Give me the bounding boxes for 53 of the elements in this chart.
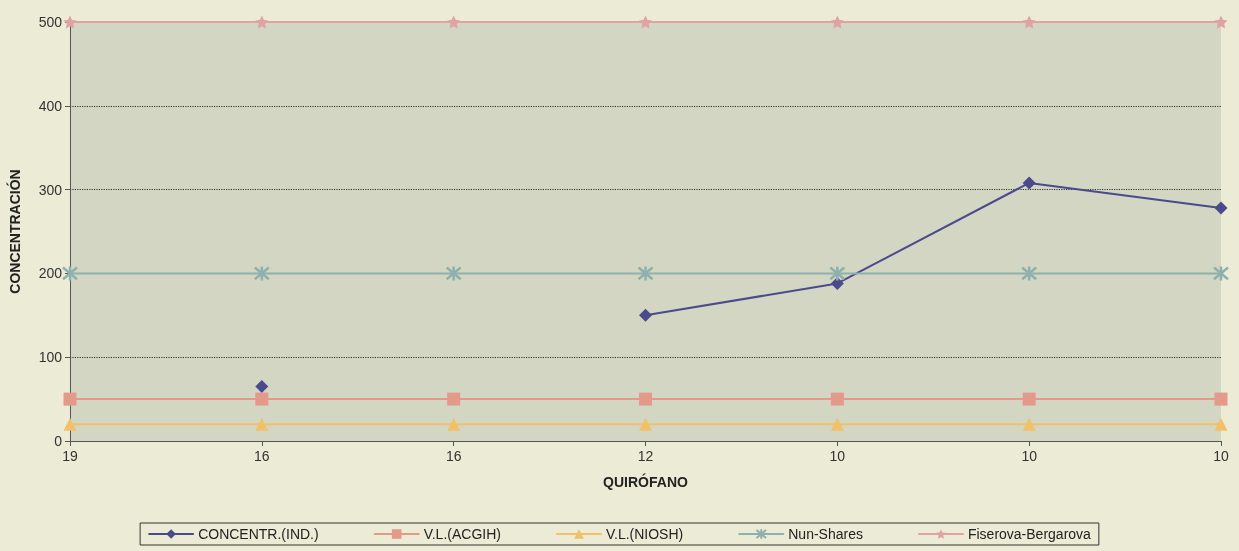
point <box>830 392 844 406</box>
point <box>1022 392 1036 406</box>
point <box>447 392 461 406</box>
x-tick-label: 16 <box>445 448 462 464</box>
point <box>1214 201 1228 215</box>
legend-label: Fiserova-Bergarova <box>967 526 1092 542</box>
point <box>1020 265 1038 282</box>
legend-label: CONCENTR.(IND.) <box>198 526 319 542</box>
point <box>1214 15 1228 29</box>
point <box>445 265 462 282</box>
point <box>639 308 652 322</box>
point <box>253 265 271 282</box>
point <box>447 15 461 29</box>
legend-label: V.L.(NIOSH) <box>605 526 684 542</box>
point <box>639 15 652 29</box>
point <box>1214 392 1228 406</box>
point <box>830 15 844 29</box>
point <box>1022 176 1036 190</box>
point <box>1212 265 1230 282</box>
x-axis-title: QUIRÓFANO <box>603 473 688 490</box>
x-tick-label: 19 <box>62 448 78 464</box>
x-tick-label: 16 <box>254 448 270 464</box>
legend-label: Nun-Shares <box>788 526 863 542</box>
y-tick-label: 100 <box>38 349 63 366</box>
point <box>63 392 77 406</box>
point <box>63 417 77 431</box>
point <box>830 417 844 431</box>
y-tick-label: 500 <box>38 14 63 30</box>
point <box>829 265 846 282</box>
point <box>1214 417 1228 431</box>
x-tick-label: 10 <box>1213 448 1229 464</box>
point <box>255 417 269 431</box>
point <box>1022 15 1036 29</box>
point <box>255 392 269 406</box>
x-tick-label: 10 <box>1021 448 1038 464</box>
y-tick-label: 300 <box>38 181 63 198</box>
y-tick-label: 400 <box>38 97 63 114</box>
point <box>63 15 77 29</box>
y-tick-label: 200 <box>38 265 63 282</box>
point <box>1022 417 1036 431</box>
x-tick-label: 12 <box>637 448 654 464</box>
point <box>637 265 654 282</box>
x-tick-label: 10 <box>829 448 846 464</box>
legend-label: V.L.(ACGIH) <box>423 526 501 542</box>
point <box>447 417 461 431</box>
point <box>255 15 269 29</box>
point <box>255 380 269 394</box>
point <box>639 392 652 406</box>
y-axis-title: CONCENTRACIÓN <box>6 169 23 294</box>
y-tick-label: 0 <box>54 433 63 449</box>
point <box>639 417 652 431</box>
point <box>61 265 79 282</box>
point <box>830 276 844 290</box>
